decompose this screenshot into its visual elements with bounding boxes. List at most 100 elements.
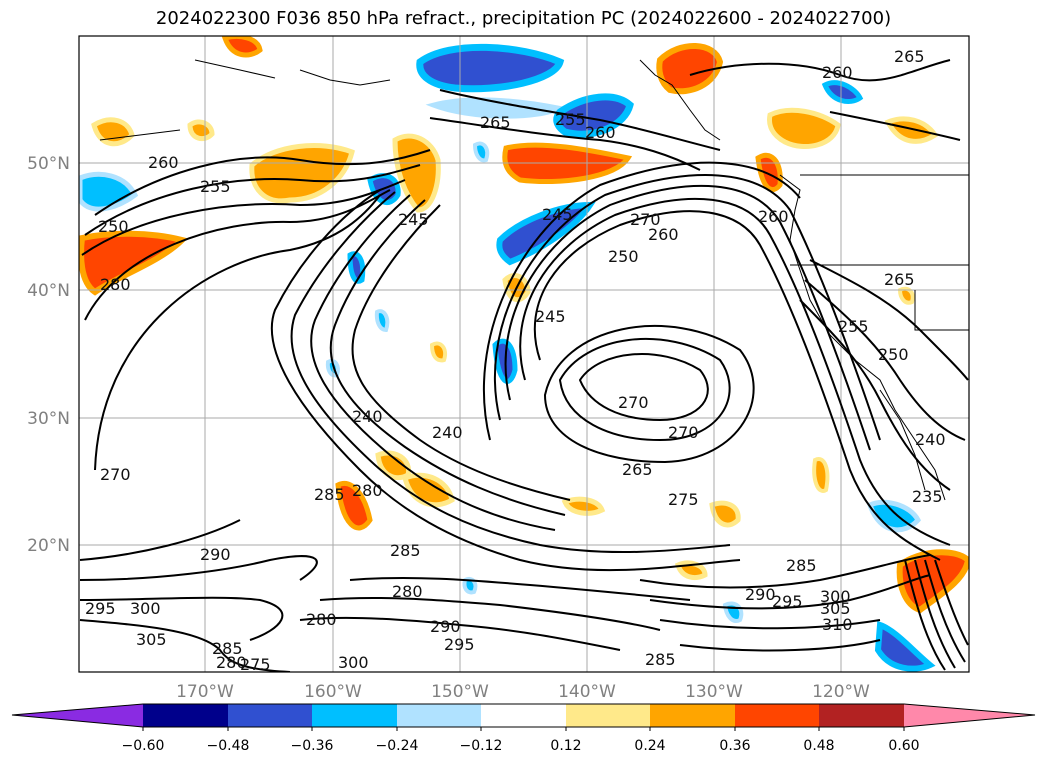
shade-pos-9 xyxy=(767,107,841,149)
contour-label: 280 xyxy=(216,653,247,672)
shade-pos-8 xyxy=(656,43,724,95)
lon-tick-label: 160°W xyxy=(304,682,362,702)
colorbar-tick-label: 0.36 xyxy=(719,738,750,754)
contour-label: 260 xyxy=(758,207,789,226)
contour-label-layer: 260 255 250 280 245 265 255 260 245 270 … xyxy=(85,47,946,674)
colorbar-cell xyxy=(397,704,481,727)
lon-tick-label: 120°W xyxy=(812,682,870,702)
colorbar-cell xyxy=(312,704,397,727)
contour-label: 270 xyxy=(630,210,661,229)
contour-label: 245 xyxy=(535,307,566,326)
contour-label: 285 xyxy=(786,556,817,575)
shade-pos-15 xyxy=(335,480,373,531)
contour-label: 265 xyxy=(480,113,511,132)
contour-label: 235 xyxy=(912,487,943,506)
shade-neg-3 xyxy=(553,93,634,138)
contour-label: 275 xyxy=(240,655,271,674)
lon-tick-label: 150°W xyxy=(431,682,489,702)
contour-label: 280 xyxy=(100,275,131,294)
contour-label: 260 xyxy=(648,225,679,244)
contour-label: 240 xyxy=(915,430,946,449)
contour-label: 300 xyxy=(338,653,369,672)
shade-neg-4 xyxy=(79,171,139,212)
shade-pos-19 xyxy=(812,457,830,493)
lat-axis: 50°N 40°N 30°N 20°N xyxy=(27,154,70,556)
shade-neg-9 xyxy=(821,80,864,104)
colorbar-cell xyxy=(904,704,1035,727)
shade-neg-7 xyxy=(347,251,366,284)
contour-label: 245 xyxy=(398,210,429,229)
contour-label: 285 xyxy=(212,639,243,658)
colorbar-tick-label: −0.36 xyxy=(291,738,334,754)
contour-label: 300 xyxy=(130,599,161,618)
contour-label: 260 xyxy=(148,153,179,172)
contour-label: 265 xyxy=(884,270,915,289)
contour-label: 270 xyxy=(668,423,699,442)
contour-label: 275 xyxy=(668,490,699,509)
shade-neg-14 xyxy=(374,309,390,333)
contour-label: 305 xyxy=(820,599,851,618)
lon-tick-label: 170°W xyxy=(176,682,234,702)
lon-tick-label: 140°W xyxy=(558,682,616,702)
colorbar-cell xyxy=(481,704,566,727)
shade-pos-18 xyxy=(674,560,708,580)
shade-pos-16 xyxy=(561,496,606,516)
shade-neg-16 xyxy=(462,577,478,595)
contour-label: 295 xyxy=(772,592,803,611)
shade-neg-13 xyxy=(472,141,490,163)
contour-label: 285 xyxy=(645,650,676,669)
shade-pos-17 xyxy=(709,500,741,528)
colorbar-tick-label: −0.24 xyxy=(376,738,419,754)
shade-pos-7 xyxy=(221,36,263,58)
coastlines xyxy=(99,59,969,501)
colorbar-cell xyxy=(143,704,228,727)
colorbar-tick-label: 0.48 xyxy=(803,738,834,754)
colorbar-cell xyxy=(228,704,312,727)
contour-label: 265 xyxy=(622,460,653,479)
contour-label: 300 xyxy=(820,587,851,606)
shade-pos-22 xyxy=(897,286,915,305)
lat-tick-label: 30°N xyxy=(27,409,70,429)
contour-label: 255 xyxy=(555,110,586,129)
lat-lon-grid xyxy=(79,36,969,672)
lat-tick-label: 40°N xyxy=(27,281,70,301)
shade-neg-11 xyxy=(874,620,936,672)
contour-label: 250 xyxy=(878,345,909,364)
map-frame xyxy=(78,35,970,673)
contour-label: 265 xyxy=(894,47,925,66)
contour-label: 250 xyxy=(608,247,639,266)
contour-label: 240 xyxy=(352,407,383,426)
contour-label: 290 xyxy=(745,585,776,604)
shade-pos-4 xyxy=(79,230,188,296)
contour-label: 260 xyxy=(822,63,853,82)
refractivity-contours xyxy=(79,59,969,672)
contour-label: 290 xyxy=(430,617,461,636)
contour-label: 305 xyxy=(136,630,167,649)
colorbar-cell xyxy=(650,704,735,727)
contour-label: 295 xyxy=(85,599,116,618)
lon-axis: 170°W 160°W 150°W 140°W 130°W 120°W xyxy=(176,682,870,702)
shade-pos-21 xyxy=(429,341,447,363)
contour-label: 290 xyxy=(200,545,231,564)
colorbar-cell xyxy=(12,704,143,727)
shade-neg-1 xyxy=(416,43,565,93)
colorbar-tick-label: 0.60 xyxy=(888,738,919,754)
lon-tick-label: 130°W xyxy=(685,682,743,702)
contour-label: 285 xyxy=(314,485,345,504)
colorbar-cell xyxy=(566,704,650,727)
contour-label: 260 xyxy=(585,123,616,142)
contour-label: 310 xyxy=(822,615,853,634)
contour-label: 295 xyxy=(444,635,475,654)
contour-label: 285 xyxy=(390,541,421,560)
shade-pos-11 xyxy=(755,152,783,192)
contour-label: 250 xyxy=(98,217,129,236)
colorbar-tick-label: −0.12 xyxy=(460,738,503,754)
map-title: 2024022300 F036 850 hPa refract., precip… xyxy=(155,8,892,29)
contour-label: 270 xyxy=(618,393,649,412)
contour-label: 270 xyxy=(100,465,131,484)
lat-tick-label: 20°N xyxy=(27,536,70,556)
contour-label: 255 xyxy=(838,317,869,336)
contour-label: 240 xyxy=(432,423,463,442)
colorbar: −0.60 −0.48 −0.36 −0.24 −0.12 0.12 0.24 … xyxy=(11,703,1036,754)
